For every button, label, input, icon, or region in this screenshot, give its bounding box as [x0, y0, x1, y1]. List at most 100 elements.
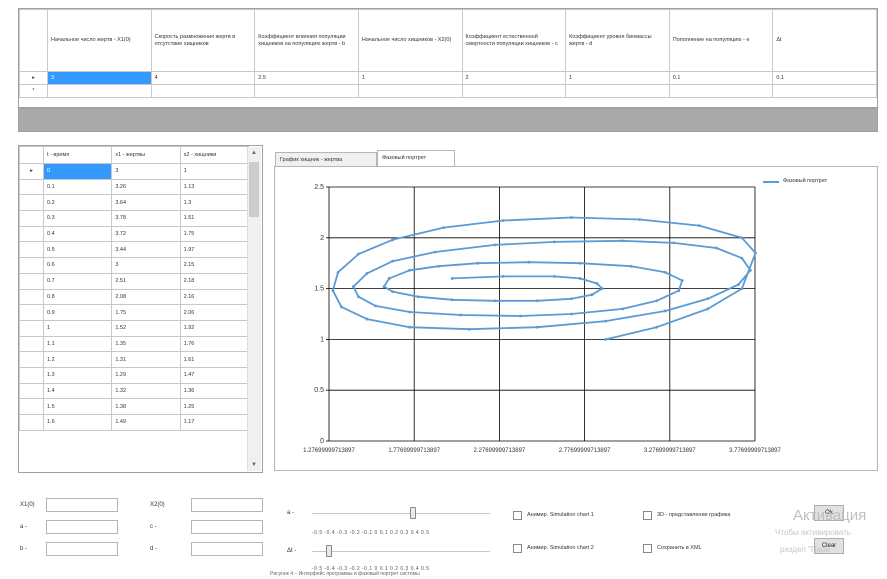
- x2-input[interactable]: [191, 498, 263, 512]
- table-row[interactable]: 1.4 1.32 1.36: [19, 382, 250, 400]
- table-row[interactable]: 0.9 1.75 2.06: [19, 304, 250, 321]
- cell-predator-mortality[interactable]: 2: [461, 71, 567, 85]
- results-grid[interactable]: t - время x1 - жертвы x2 - хищники ▸ 0 3 1 0…: [18, 145, 263, 473]
- header-predator-effect[interactable]: Коэффициент влияния популяции хищников н…: [254, 9, 359, 72]
- animate-chart-1-label[interactable]: Анимир. Simulation chart 1: [527, 512, 594, 518]
- predator-cell[interactable]: 1.97: [179, 241, 250, 259]
- predator-cell[interactable]: 2.18: [179, 272, 250, 290]
- predator-cell[interactable]: 2.16: [179, 288, 250, 306]
- prey-cell[interactable]: 3: [111, 257, 181, 274]
- predator-cell[interactable]: 1: [179, 163, 250, 180]
- cell-x2-initial[interactable]: 1: [357, 71, 463, 85]
- row-marker[interactable]: [19, 288, 44, 306]
- row-marker[interactable]: [19, 194, 44, 212]
- time-cell[interactable]: 0.8: [42, 288, 113, 306]
- time-cell[interactable]: 0.3: [42, 210, 113, 227]
- table-row-new[interactable]: *: [19, 84, 877, 98]
- table-row[interactable]: 1.6 1.49 1.17: [19, 414, 250, 431]
- tab-phase-portrait[interactable]: Фазовый портрет: [377, 150, 455, 167]
- header-predator-mortality[interactable]: Коэффициент естественной смертности попу…: [461, 9, 567, 72]
- table-row[interactable]: 0.3 3.78 1.51: [19, 210, 250, 227]
- prey-cell[interactable]: 1.52: [111, 319, 181, 337]
- header-replenishment[interactable]: Пополнение на популяцию - e: [668, 9, 774, 72]
- slider-1-track[interactable]: [312, 513, 490, 514]
- prey-cell[interactable]: 1.31: [111, 351, 181, 368]
- predator-cell[interactable]: 1.51: [179, 210, 250, 227]
- row-marker[interactable]: [19, 178, 44, 196]
- row-marker[interactable]: [19, 382, 44, 400]
- header-dt[interactable]: Δt: [772, 9, 877, 72]
- prey-cell[interactable]: 1.29: [111, 366, 181, 384]
- time-cell[interactable]: 0.7: [42, 272, 113, 290]
- predator-cell[interactable]: 1.25: [179, 398, 250, 415]
- time-cell[interactable]: 1: [42, 319, 113, 337]
- c-input[interactable]: [191, 520, 263, 534]
- table-row[interactable]: 0.7 2.51 2.18: [19, 272, 250, 290]
- scroll-thumb[interactable]: [249, 162, 259, 217]
- row-marker[interactable]: [19, 210, 44, 227]
- cell-dt[interactable]: 0.1: [772, 71, 877, 85]
- header-predator[interactable]: x2 - хищники: [179, 146, 250, 164]
- predator-cell[interactable]: 2.06: [179, 304, 250, 321]
- b-input[interactable]: [46, 542, 118, 556]
- predator-cell[interactable]: 1.17: [179, 414, 250, 431]
- cell[interactable]: [150, 84, 256, 98]
- predator-cell[interactable]: 1.13: [179, 178, 250, 196]
- predator-cell[interactable]: 1.36: [179, 382, 250, 400]
- table-row[interactable]: 1.3 1.29 1.47: [19, 366, 250, 384]
- animate-chart-2-checkbox[interactable]: [513, 544, 522, 553]
- row-marker[interactable]: [19, 335, 44, 353]
- cell[interactable]: [254, 84, 359, 98]
- cell[interactable]: [357, 84, 463, 98]
- time-cell[interactable]: 1.4: [42, 382, 113, 400]
- predator-cell[interactable]: 2.15: [179, 257, 250, 274]
- table-row[interactable]: 0.2 3.64 1.3: [19, 194, 250, 212]
- header-prey-growth[interactable]: Скорость размножения жертв в отсутствие …: [150, 9, 256, 72]
- time-cell[interactable]: 1.6: [42, 414, 113, 431]
- prey-cell[interactable]: 3.26: [111, 178, 181, 196]
- row-marker[interactable]: [19, 304, 44, 321]
- ok-button[interactable]: Ok: [814, 505, 844, 521]
- d-input[interactable]: [191, 542, 263, 556]
- time-cell[interactable]: 0.6: [42, 257, 113, 274]
- time-cell[interactable]: 0.1: [42, 178, 113, 196]
- header-x1-initial[interactable]: Начальное число жертв - X1(0): [47, 9, 152, 72]
- predator-cell[interactable]: 1.61: [179, 351, 250, 368]
- cell-x1-initial[interactable]: 3: [47, 71, 152, 85]
- table-row[interactable]: ▸ 3 4 2.5 1 2 1 0.1 0.1: [19, 71, 877, 85]
- row-marker[interactable]: ▸: [19, 71, 48, 85]
- animate-chart-2-label[interactable]: Анимир. Simulation chart 2: [527, 545, 594, 551]
- a-input[interactable]: [46, 520, 118, 534]
- table-row[interactable]: 0.6 3 2.15: [19, 257, 250, 274]
- table-row[interactable]: 1.2 1.31 1.61: [19, 351, 250, 368]
- prey-cell[interactable]: 1.49: [111, 414, 181, 431]
- scroll-down-icon[interactable]: ▼: [251, 462, 257, 468]
- table-row[interactable]: 1.5 1.38 1.25: [19, 398, 250, 415]
- prey-cell[interactable]: 3.44: [111, 241, 181, 259]
- prey-cell[interactable]: 2.51: [111, 272, 181, 290]
- time-cell[interactable]: 0.5: [42, 241, 113, 259]
- cell[interactable]: [565, 84, 670, 98]
- prey-cell[interactable]: 1.35: [111, 335, 181, 353]
- time-cell[interactable]: 1.2: [42, 351, 113, 368]
- cell-prey-growth[interactable]: 4: [150, 71, 256, 85]
- cell[interactable]: [668, 84, 774, 98]
- predator-cell[interactable]: 1.92: [179, 319, 250, 337]
- prey-cell[interactable]: 3.72: [111, 225, 181, 243]
- row-marker[interactable]: [19, 366, 44, 384]
- row-marker[interactable]: [19, 241, 44, 259]
- table-row[interactable]: 0.1 3.26 1.13: [19, 178, 250, 196]
- 3d-view-checkbox[interactable]: [643, 511, 652, 520]
- slider-2-thumb[interactable]: [326, 545, 332, 557]
- x1-input[interactable]: [46, 498, 118, 512]
- tab-predator-prey-chart[interactable]: График хищник - жертва: [275, 152, 377, 167]
- prey-cell[interactable]: 3.64: [111, 194, 181, 212]
- predator-cell[interactable]: 1.76: [179, 335, 250, 353]
- prey-cell[interactable]: 1.38: [111, 398, 181, 415]
- time-cell[interactable]: 1.1: [42, 335, 113, 353]
- row-marker[interactable]: [19, 398, 44, 415]
- header-x2-initial[interactable]: Начальное число хищников - X2(0): [357, 9, 463, 72]
- new-row-marker[interactable]: *: [19, 84, 48, 98]
- time-cell[interactable]: 0.4: [42, 225, 113, 243]
- predator-cell[interactable]: 1.47: [179, 366, 250, 384]
